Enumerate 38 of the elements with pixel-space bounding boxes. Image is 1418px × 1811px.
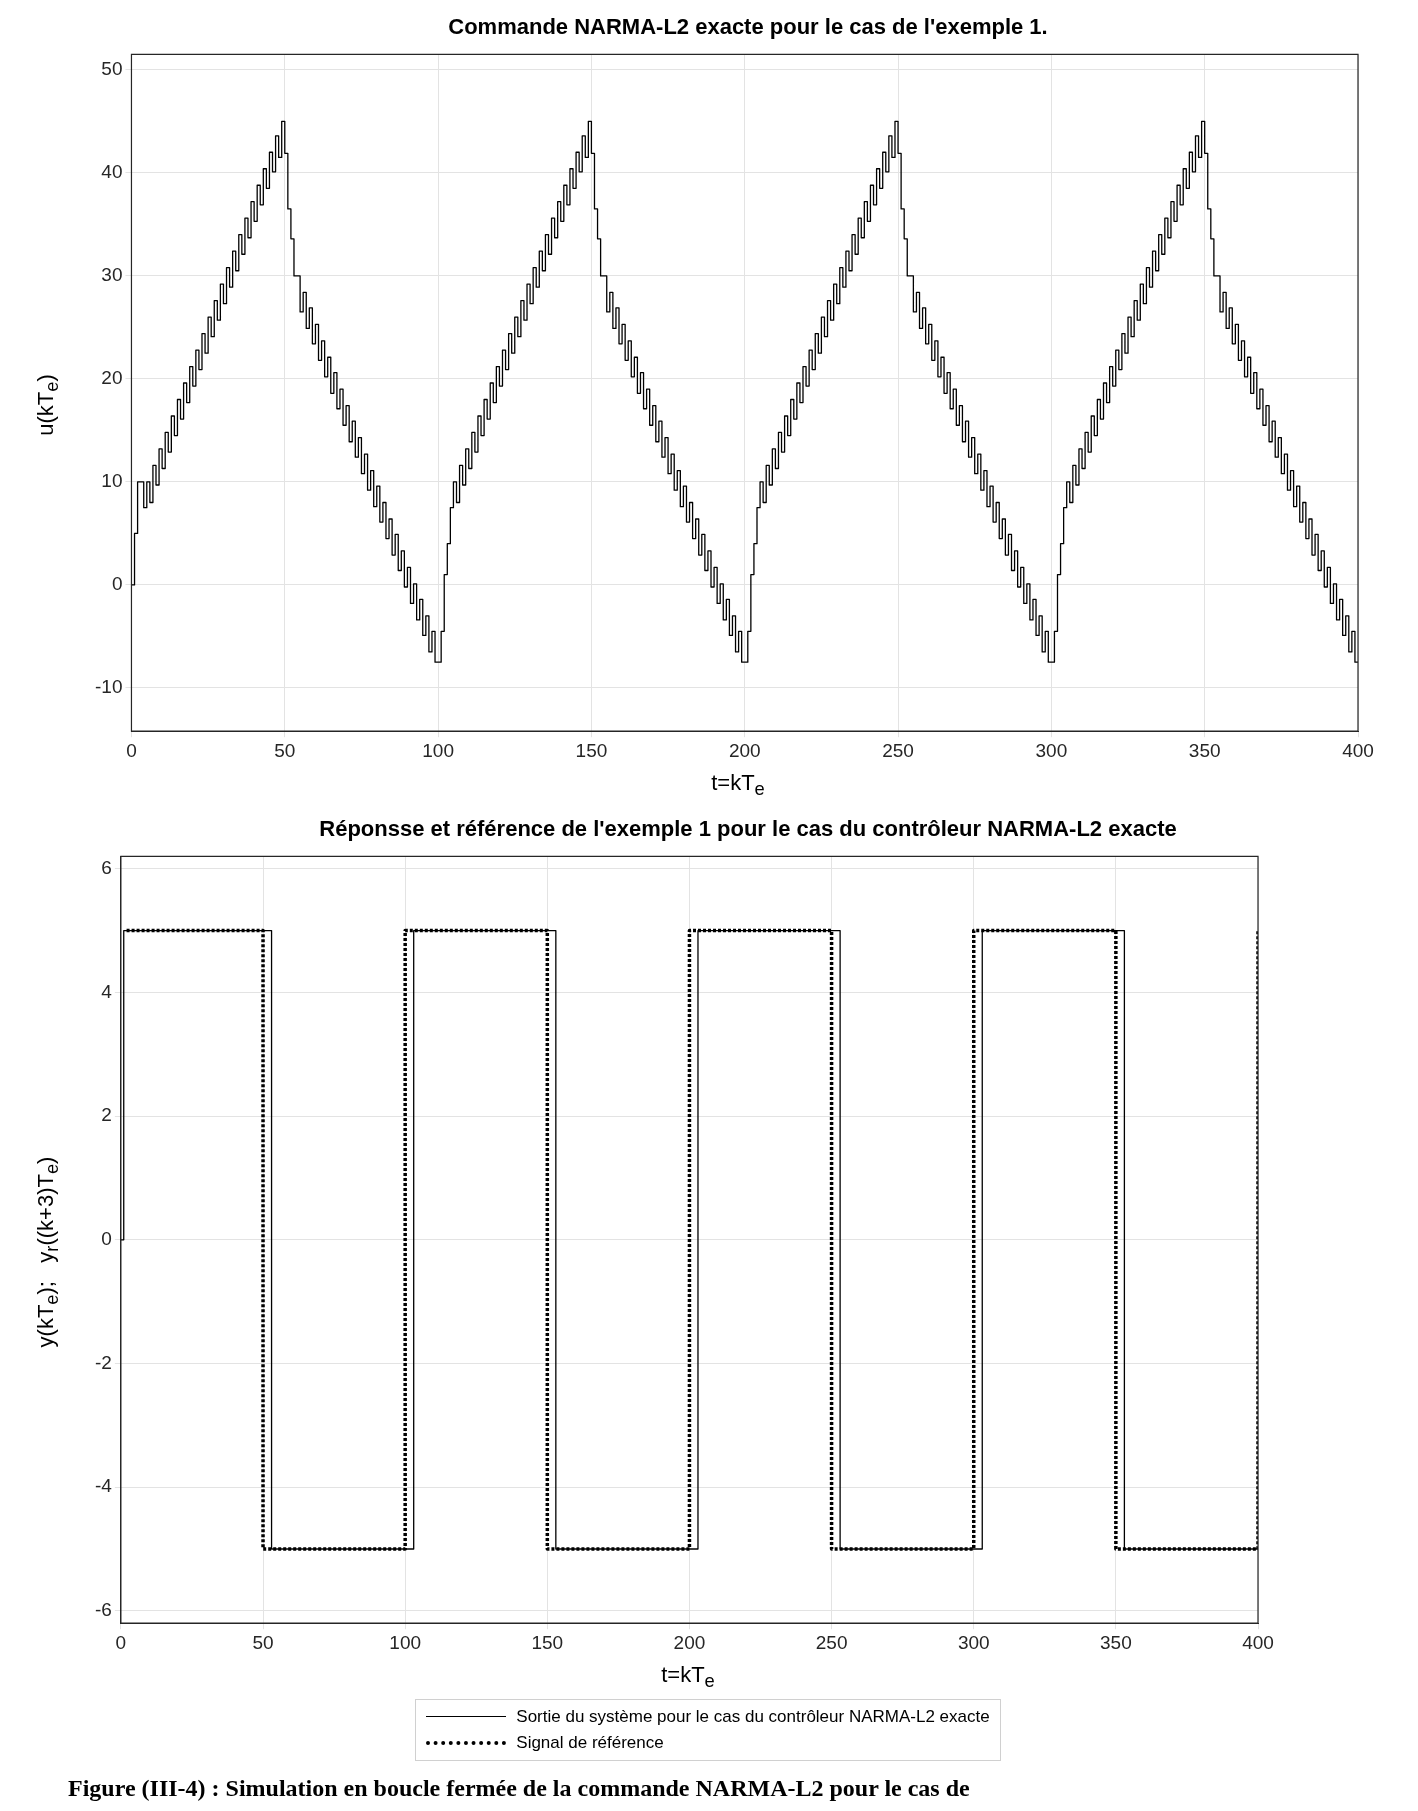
x-tick-label: 300 bbox=[1035, 739, 1068, 761]
y-tick-label: 20 bbox=[101, 367, 123, 389]
y-tick-label: 40 bbox=[101, 161, 123, 183]
legend-label: Signal de référence bbox=[516, 1731, 664, 1754]
y-tick-label: 4 bbox=[101, 981, 113, 1003]
x-tick-label: 0 bbox=[126, 739, 137, 761]
x-tick-label: 150 bbox=[531, 1632, 564, 1654]
x-axis-title: t=kT$_{e}$ bbox=[660, 1662, 716, 1693]
y-tick-label: 30 bbox=[101, 264, 123, 286]
text: Figure (III-4) : Simulation en boucle fermée de la commande NARMA-L2 pour le cas de bbox=[67, 1774, 971, 1802]
x-tick-label: 300 bbox=[957, 1632, 990, 1654]
x-tick-label: 100 bbox=[422, 739, 454, 761]
x-tick-label: 100 bbox=[389, 1632, 422, 1654]
x-tick-label: 350 bbox=[1188, 739, 1221, 761]
y-tick-label: -2 bbox=[94, 1352, 112, 1374]
x-axis-title: t=kT$_{e}$ bbox=[710, 770, 766, 801]
x-tick-label: 400 bbox=[1342, 739, 1374, 761]
x-tick-label: 250 bbox=[815, 1632, 848, 1654]
y-tick-label: 10 bbox=[101, 470, 123, 492]
y-tick-label: 2 bbox=[101, 1104, 112, 1126]
y-tick-label: 6 bbox=[101, 857, 112, 879]
x-tick-label: 350 bbox=[1100, 1632, 1132, 1654]
y-tick-label: -4 bbox=[94, 1475, 113, 1497]
x-tick-label: 200 bbox=[728, 739, 761, 761]
chart-title: Réponsse et référence de l'exemple 1 pour le cas du contrôleur NARMA-L2 exacte bbox=[318, 816, 1178, 843]
x-tick-label: 50 bbox=[252, 1632, 274, 1654]
legend-label: Sortie du système pour le cas du contrôleur NARMA-L2 exacte bbox=[516, 1705, 990, 1728]
x-tick-label: 250 bbox=[882, 739, 914, 761]
x-tick-label: 50 bbox=[274, 739, 296, 761]
x-tick-label: 400 bbox=[1242, 1632, 1274, 1654]
y-tick-label: 50 bbox=[101, 58, 123, 80]
y-tick-label: 0 bbox=[101, 1228, 112, 1250]
y-tick-label: -6 bbox=[94, 1599, 112, 1621]
chart-title: Commande NARMA-L2 exacte pour le cas de l'exemple 1. bbox=[447, 14, 1049, 40]
y-tick-label: -10 bbox=[94, 676, 123, 698]
x-tick-label: 200 bbox=[673, 1632, 706, 1654]
y-tick-label: 0 bbox=[111, 573, 123, 595]
x-tick-label: 150 bbox=[575, 739, 608, 761]
